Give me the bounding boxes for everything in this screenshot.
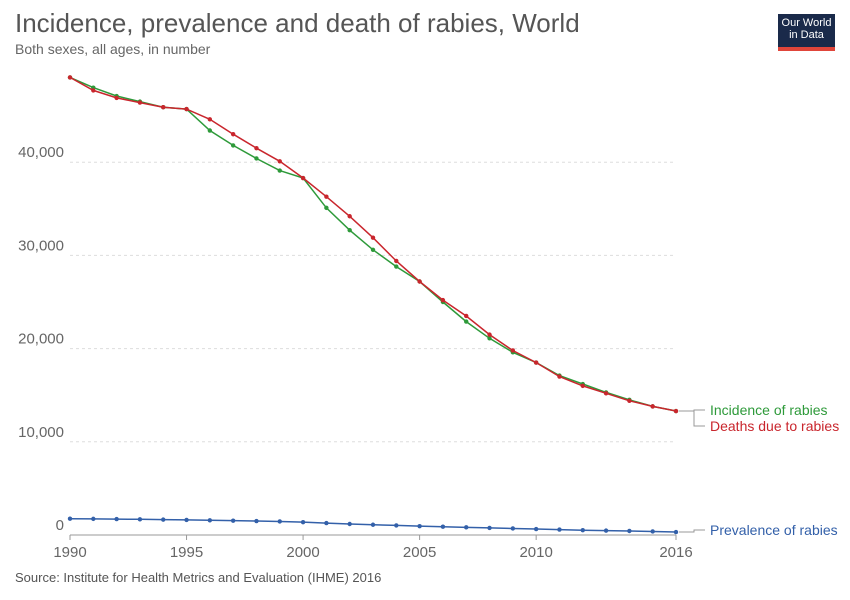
- chart-subtitle: Both sexes, all ages, in number: [15, 41, 211, 57]
- data-point[interactable]: [184, 517, 189, 523]
- data-point[interactable]: [487, 332, 492, 337]
- data-point[interactable]: [394, 523, 399, 528]
- data-point[interactable]: [533, 360, 539, 365]
- data-point[interactable]: [557, 374, 562, 379]
- data-point[interactable]: [277, 519, 282, 524]
- owid-logo[interactable]: Our World in Data: [778, 14, 835, 51]
- y-tick-label: 10,000: [18, 424, 64, 441]
- data-point[interactable]: [230, 143, 236, 148]
- grid-layer: [70, 161, 676, 443]
- x-tick-label: 2000: [286, 544, 319, 561]
- axis-layer: 0 10,000 20,000 30,000 40,000 1990 1995 2000 200…: [18, 144, 693, 561]
- data-point[interactable]: [137, 100, 143, 105]
- data-point[interactable]: [277, 159, 282, 164]
- data-point[interactable]: [324, 205, 329, 211]
- label-leader-line: [679, 410, 705, 427]
- source-note: Source: Institute for Health Metrics and…: [15, 570, 382, 585]
- chart-title: Incidence, prevalence and death of rabie…: [15, 8, 580, 38]
- data-point[interactable]: [533, 526, 539, 532]
- data-point[interactable]: [347, 521, 352, 527]
- series-line[interactable]: [69, 76, 677, 412]
- series-0[interactable]: [67, 75, 679, 414]
- data-point[interactable]: [370, 522, 376, 527]
- series-line[interactable]: [69, 76, 677, 412]
- data-point[interactable]: [207, 518, 213, 523]
- data-point[interactable]: [114, 516, 119, 522]
- data-point[interactable]: [300, 519, 306, 525]
- data-point[interactable]: [510, 526, 516, 531]
- data-point[interactable]: [137, 517, 143, 522]
- data-point[interactable]: [230, 132, 236, 137]
- data-point[interactable]: [207, 117, 213, 122]
- data-point[interactable]: [300, 175, 306, 181]
- data-point[interactable]: [254, 146, 259, 151]
- data-point[interactable]: [277, 168, 282, 173]
- data-point[interactable]: [347, 214, 352, 219]
- data-point[interactable]: [324, 520, 329, 526]
- data-point[interactable]: [254, 156, 259, 161]
- data-point[interactable]: [673, 408, 679, 414]
- data-point[interactable]: [627, 528, 632, 534]
- data-point[interactable]: [580, 527, 585, 533]
- data-point[interactable]: [161, 517, 166, 522]
- data-point[interactable]: [464, 319, 469, 324]
- series-layer: [67, 75, 679, 535]
- data-point[interactable]: [650, 529, 655, 534]
- x-tick-label: 1995: [170, 544, 203, 561]
- x-tick-label: 2016: [659, 544, 692, 561]
- data-point[interactable]: [627, 398, 632, 403]
- data-point[interactable]: [91, 88, 96, 93]
- data-point[interactable]: [603, 528, 609, 533]
- x-tick-label: 1990: [53, 544, 86, 561]
- data-point[interactable]: [487, 525, 492, 531]
- x-tick-label: 2010: [519, 544, 552, 561]
- x-tick-label: 2005: [403, 544, 436, 561]
- data-point[interactable]: [487, 336, 492, 341]
- y-tick-label: 30,000: [18, 237, 64, 254]
- data-point[interactable]: [417, 523, 422, 529]
- series-1[interactable]: [67, 75, 679, 414]
- data-point[interactable]: [510, 348, 516, 353]
- series-2[interactable]: [67, 516, 679, 535]
- data-point[interactable]: [67, 75, 73, 80]
- data-point[interactable]: [580, 383, 585, 389]
- series-label[interactable]: Deaths due to rabies: [710, 418, 839, 434]
- y-tick-label: 0: [56, 517, 64, 534]
- data-point[interactable]: [440, 297, 446, 303]
- y-tick-label: 20,000: [18, 331, 64, 348]
- logo-line-2: in Data: [789, 29, 824, 41]
- y-tick-label: 40,000: [18, 144, 64, 161]
- data-point[interactable]: [67, 516, 73, 521]
- series-label[interactable]: Prevalence of rabies: [710, 522, 838, 538]
- data-point[interactable]: [440, 524, 446, 529]
- series-label[interactable]: Incidence of rabies: [710, 402, 828, 418]
- data-point[interactable]: [347, 228, 352, 233]
- data-point[interactable]: [650, 404, 655, 409]
- data-point[interactable]: [394, 264, 399, 269]
- data-point[interactable]: [207, 128, 213, 133]
- data-point[interactable]: [394, 258, 399, 264]
- data-point[interactable]: [370, 235, 376, 240]
- data-point[interactable]: [324, 194, 329, 199]
- data-point[interactable]: [161, 105, 166, 110]
- data-point[interactable]: [464, 525, 469, 530]
- data-point[interactable]: [230, 518, 236, 523]
- data-point[interactable]: [114, 95, 119, 101]
- label-leader-line: [679, 529, 705, 533]
- data-point[interactable]: [91, 516, 96, 522]
- data-point[interactable]: [673, 529, 679, 535]
- data-point[interactable]: [464, 313, 469, 319]
- data-point[interactable]: [254, 518, 259, 524]
- data-point[interactable]: [370, 247, 376, 253]
- data-point[interactable]: [184, 106, 189, 112]
- data-point[interactable]: [417, 279, 422, 284]
- logo-line-1: Our World: [781, 17, 832, 29]
- data-point[interactable]: [603, 391, 609, 396]
- data-point[interactable]: [557, 527, 562, 532]
